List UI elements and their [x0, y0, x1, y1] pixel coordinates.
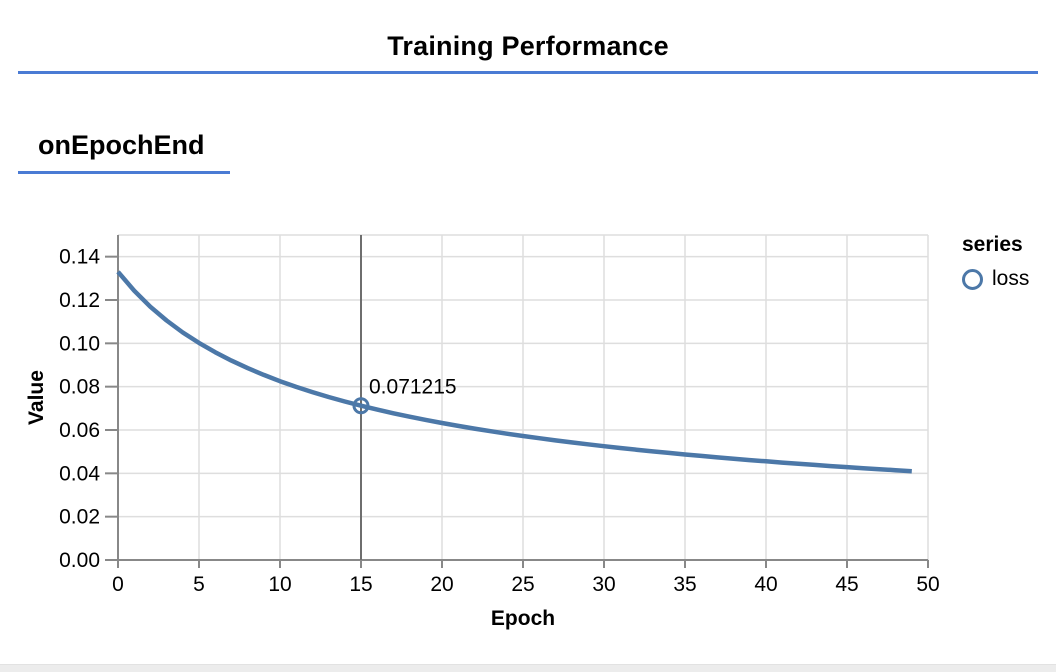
y-tick-label: 0.04: [59, 462, 100, 485]
tooltip-value: 0.071215: [369, 376, 457, 399]
loss-line: [116, 270, 912, 474]
x-tick-label: 20: [430, 573, 453, 596]
x-tick-label: 5: [193, 573, 205, 596]
section-divider: [18, 171, 230, 174]
y-tick-label: 0.00: [59, 549, 100, 572]
y-axis-title: Value: [25, 370, 48, 425]
hover-point-marker[interactable]: [352, 397, 370, 415]
open-circle-icon: [962, 268, 983, 290]
y-tick-label: 0.12: [59, 289, 100, 312]
page-bottom-strip: [0, 664, 1056, 672]
legend-item-label: loss: [992, 267, 1030, 290]
legend-item-loss[interactable]: loss: [962, 267, 1029, 291]
x-tick-label: 10: [268, 573, 291, 596]
x-tick-label: 15: [349, 573, 372, 596]
x-tick-label: 0: [112, 573, 124, 596]
section-title: onEpochEnd: [38, 130, 205, 160]
x-tick-label: 35: [673, 573, 696, 596]
x-axis-title: Epoch: [491, 607, 555, 630]
x-tick-label: 45: [835, 573, 858, 596]
y-tick-label: 0.14: [59, 246, 100, 269]
chart-legend: series loss: [962, 233, 1029, 291]
x-tick-label: 30: [592, 573, 615, 596]
y-tick-label: 0.02: [59, 506, 100, 529]
legend-title: series: [962, 233, 1023, 256]
y-tick-label: 0.10: [59, 332, 100, 355]
x-tick-label: 25: [511, 573, 534, 596]
y-tick-label: 0.08: [59, 376, 100, 399]
y-tick-label: 0.06: [59, 419, 100, 442]
page-title: Training Performance: [387, 31, 669, 61]
x-tick-label: 40: [754, 573, 777, 596]
title-divider: [18, 71, 1038, 74]
x-tick-label: 50: [916, 573, 939, 596]
